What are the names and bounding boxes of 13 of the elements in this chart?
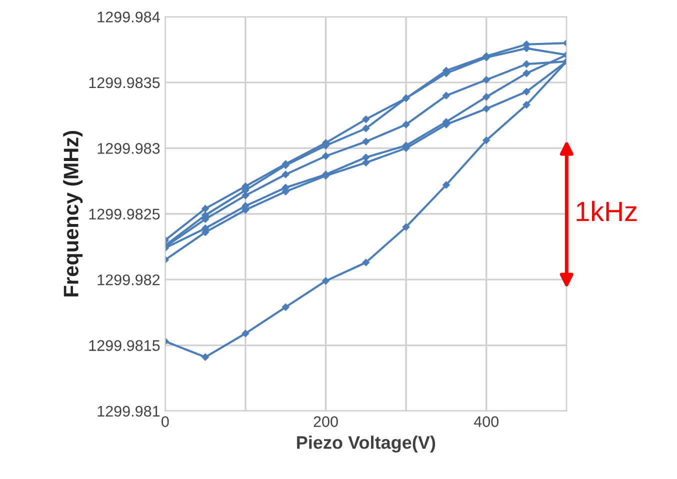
text: 1kHz bbox=[576, 200, 637, 222]
y-tick-label: 1299.981 bbox=[98, 406, 160, 417]
x-axis-title: Piezo Voltage(V) bbox=[297, 436, 436, 453]
x-tick-label: 400 bbox=[474, 416, 499, 428]
x-tick-label: 0 bbox=[162, 416, 169, 428]
y-tick-label: 1299.984 bbox=[98, 12, 160, 22]
y-tick-label: 1299.9835 bbox=[89, 77, 160, 88]
y-tick-label: 1299.982 bbox=[98, 274, 160, 286]
y-axis-title: Frequency (MHz) bbox=[63, 130, 83, 296]
y-tick-label: 1299.983 bbox=[98, 143, 160, 154]
x-tick-label: 200 bbox=[314, 416, 338, 428]
y-tick-label: 1299.9825 bbox=[89, 208, 160, 220]
y-tick-label: 1299.9815 bbox=[89, 340, 160, 351]
